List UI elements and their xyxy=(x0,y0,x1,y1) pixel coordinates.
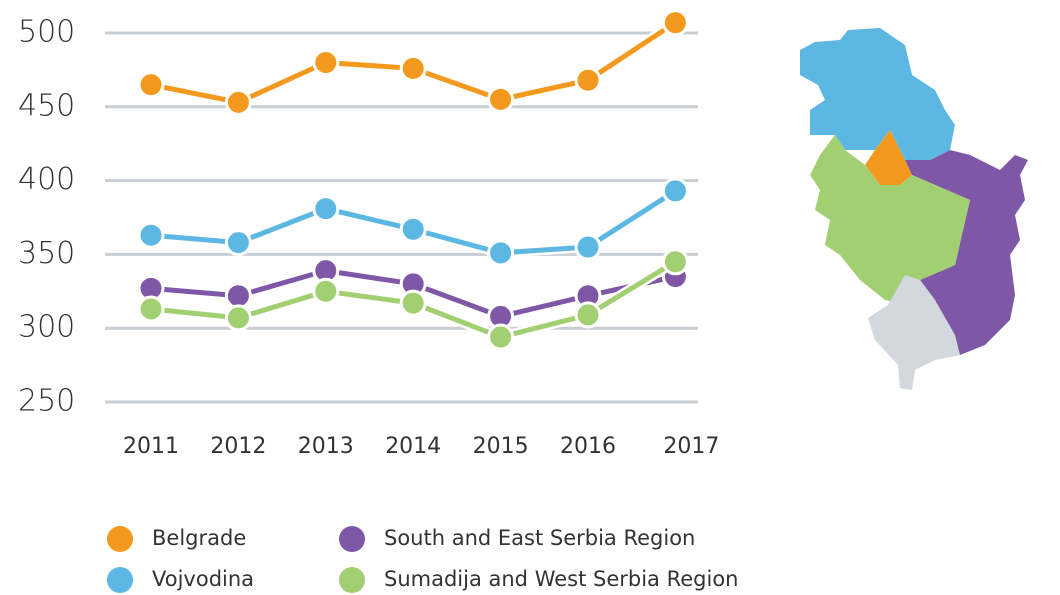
legend-swatch xyxy=(339,526,365,552)
y-tick-label: 300 xyxy=(18,310,75,345)
y-tick-label: 500 xyxy=(18,15,75,50)
point xyxy=(487,85,515,113)
point xyxy=(312,195,340,223)
point xyxy=(661,177,689,205)
y-tick-label: 450 xyxy=(18,88,75,123)
x-tick-label: 2013 xyxy=(298,434,354,459)
point xyxy=(137,295,165,323)
y-tick-label: 350 xyxy=(18,236,75,271)
x-tick-label: 2014 xyxy=(385,434,441,459)
x-tick-label: 2012 xyxy=(210,434,266,459)
point xyxy=(487,323,515,351)
point xyxy=(399,289,427,317)
y-tick-label: 400 xyxy=(18,162,75,197)
legend-label: Belgrade xyxy=(152,526,246,550)
point xyxy=(661,9,689,37)
point xyxy=(224,304,252,332)
legend-swatch xyxy=(107,567,133,593)
legend-label: Vojvodina xyxy=(152,567,254,591)
point xyxy=(137,221,165,249)
point xyxy=(137,71,165,99)
point xyxy=(312,49,340,77)
x-tick-label: 2017 xyxy=(663,434,719,459)
legend-label: South and East Serbia Region xyxy=(384,526,695,550)
point xyxy=(224,282,252,310)
x-tick-label: 2015 xyxy=(473,434,529,459)
legend-label: Sumadija and West Serbia Region xyxy=(384,567,738,591)
point xyxy=(224,229,252,257)
point xyxy=(661,248,689,276)
y-tick-label: 250 xyxy=(18,384,75,419)
legend-swatch xyxy=(339,567,365,593)
x-tick-label: 2011 xyxy=(123,434,179,459)
point xyxy=(574,301,602,329)
point xyxy=(399,54,427,82)
point xyxy=(224,88,252,116)
map xyxy=(800,28,1028,390)
point xyxy=(574,66,602,94)
point xyxy=(312,277,340,305)
point xyxy=(487,239,515,267)
x-tick-label: 2016 xyxy=(560,434,616,459)
point xyxy=(399,215,427,243)
point xyxy=(574,233,602,261)
legend-swatch xyxy=(107,526,133,552)
